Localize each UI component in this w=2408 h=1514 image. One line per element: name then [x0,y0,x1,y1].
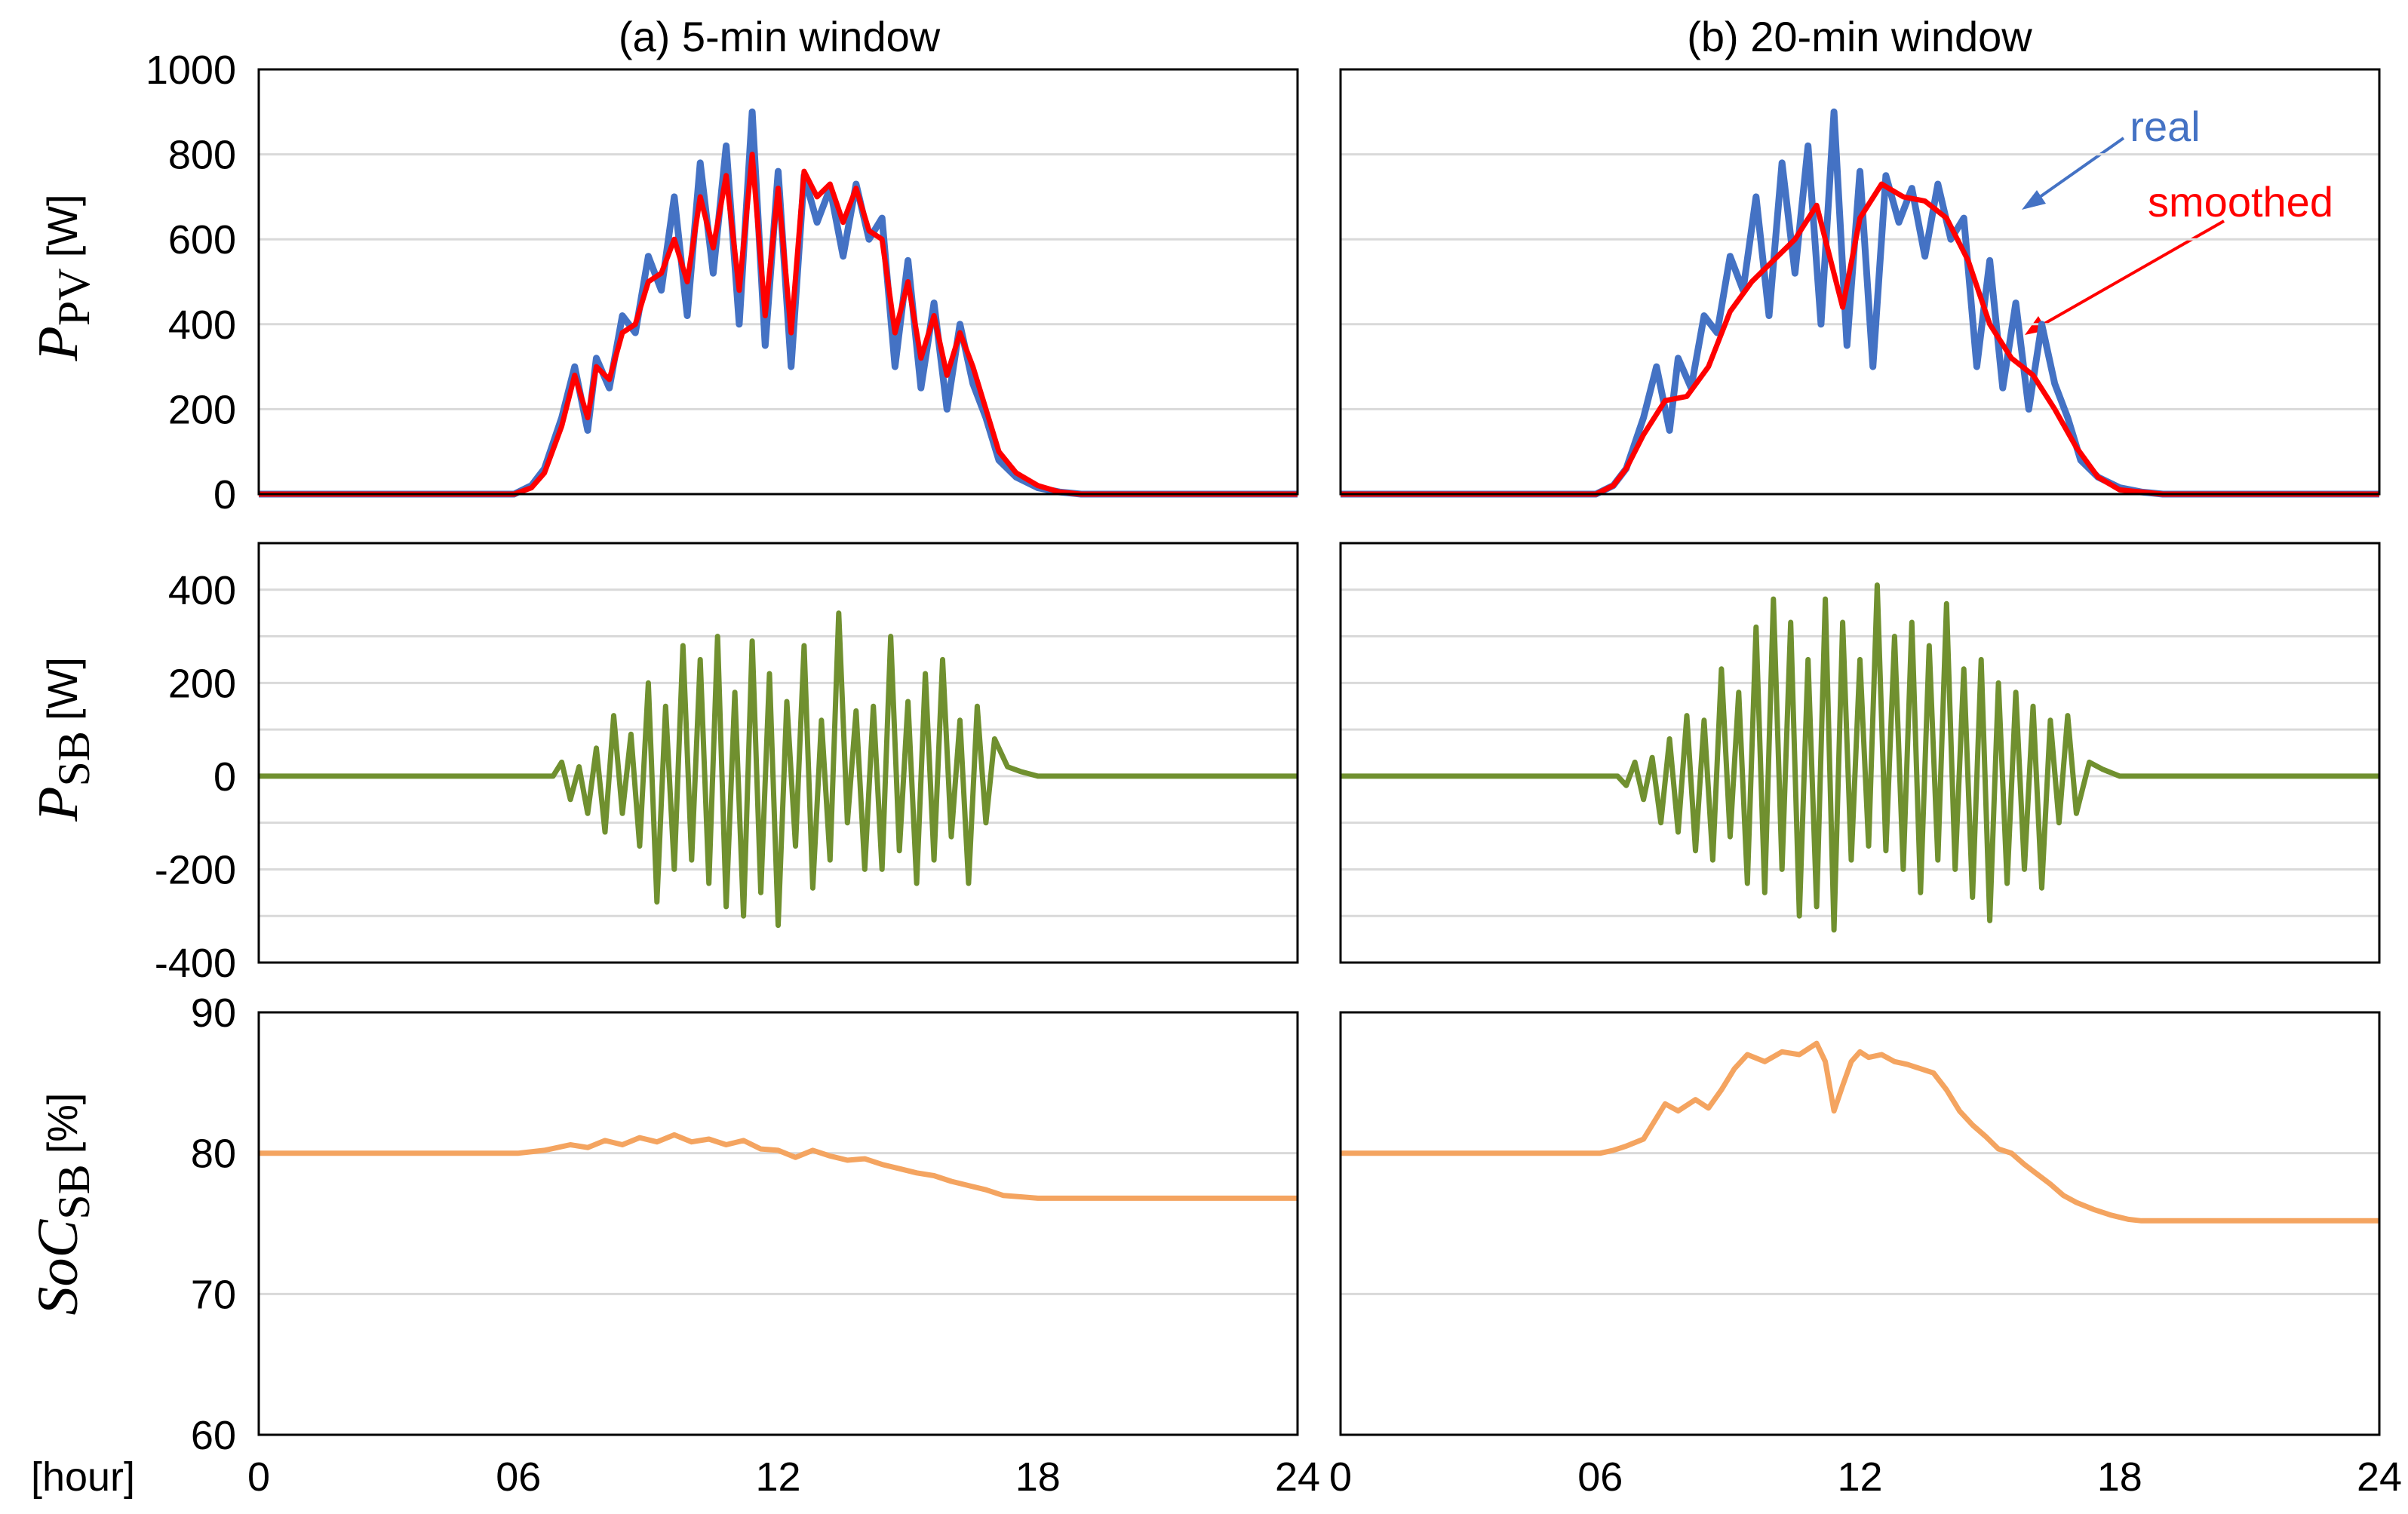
y-tick-label: 90 [191,990,236,1036]
panel-pv-b [1339,68,2381,498]
x-tick-label: 18 [1015,1454,1061,1500]
y-tick-label: 200 [168,661,236,706]
series-line-soc-sb [259,1132,1298,1201]
plot-frame [257,542,1299,964]
y-tick-label: 200 [168,387,236,432]
plot-frame [257,1011,1299,1436]
y-tick-label: -200 [155,847,236,892]
x-tick-label: 12 [1837,1454,1882,1500]
ylabel-soc: SoCSB[%] [26,1092,99,1315]
y-tick-label: 60 [191,1413,236,1458]
column-title-a: (a) 5-min window [619,13,941,60]
panel-sb-a: -400 -200 0 200 400 [155,542,1299,986]
x-tick-label: 06 [1577,1454,1623,1500]
y-tick-label: 1000 [146,48,236,93]
annotation-smoothed: smoothed [2148,178,2333,226]
y-tick-label: -400 [155,941,236,986]
x-tick-label: 0 [1329,1454,1352,1500]
panel-pv-a: 0 200 400 600 800 1000 [146,48,1299,517]
y-tick-label: 400 [168,302,236,348]
x-tick-label: 12 [755,1454,800,1500]
x-tick-label: 18 [2097,1454,2142,1500]
y-tick-label: 800 [168,133,236,178]
plot-frame [257,68,1299,496]
series-line-p-sb [259,610,1298,929]
panel-sb-b [1339,542,2381,964]
plot-frame [1339,542,2381,964]
annotation-real: real [2130,103,2200,150]
x-tick-label: 24 [1275,1454,1320,1500]
panel-soc-b: 0 06 12 18 24 [1329,1011,2402,1500]
series-line-p-sb [1341,582,2379,933]
y-tick-label: 70 [191,1272,236,1317]
plot-frame [1339,68,2381,496]
series-line-smoothed [1341,181,2379,497]
plot-frame [1339,1011,2381,1436]
y-tick-label: 0 [213,472,236,517]
x-tick-label: 24 [2357,1454,2402,1500]
y-tick-label: 80 [191,1132,236,1177]
y-tick-label: 0 [213,754,236,800]
annotation-smoothed-arrow [2025,220,2225,335]
series-line-real [259,108,1298,498]
series-line-real [1341,108,2379,498]
y-tick-label: 400 [168,568,236,613]
x-tick-label: 0 [247,1454,270,1500]
x-tick-label: 06 [496,1454,541,1500]
annotation-real-arrow [2022,137,2125,210]
y-tick-label: 600 [168,217,236,263]
series-line-soc-sb [1341,1040,2379,1224]
panel-soc-a: 60 70 80 90 0 06 12 18 24 [191,990,1320,1500]
ylabel-sb: PSB[W] [26,657,99,822]
series-line-smoothed [259,152,1298,497]
x-unit-label: [hour] [31,1454,135,1500]
ylabel-pv: PPV[W] [26,194,99,361]
column-title-b: (b) 20-min window [1687,13,2032,60]
